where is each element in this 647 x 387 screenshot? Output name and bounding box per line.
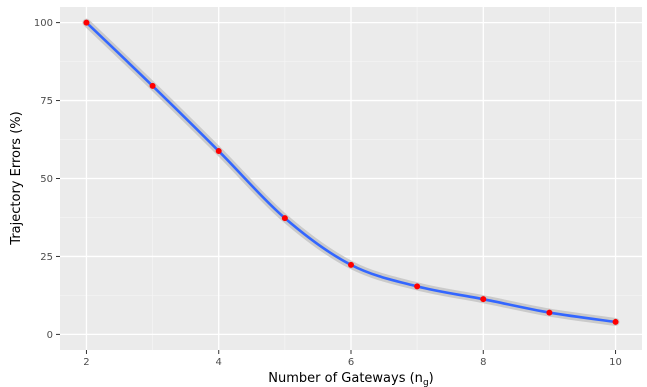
data-point [149, 82, 156, 89]
x-tick-label: 4 [216, 357, 222, 368]
series-line [85, 21, 617, 324]
y-tick-label: 50 [40, 174, 53, 185]
data-point [83, 19, 90, 26]
y-tick-label: 100 [34, 18, 53, 29]
x-axis-title: Number of Gateways (ng) [268, 371, 433, 387]
data-point [612, 318, 619, 325]
series-lines [85, 21, 617, 324]
x-tick-label: 6 [348, 357, 354, 368]
data-point [480, 296, 487, 303]
y-tick-label: 25 [40, 252, 53, 263]
data-point [215, 148, 222, 155]
y-axis-ticks: 0 25 50 75 100 [34, 18, 60, 341]
data-point [281, 215, 288, 222]
y-axis-title: Trajectory Errors (%) [9, 111, 24, 245]
x-tick-label: 2 [83, 357, 89, 368]
y-tick-label: 75 [40, 96, 53, 107]
x-tick-label: 8 [480, 357, 486, 368]
data-points [83, 19, 619, 325]
y-tick-label: 0 [47, 330, 53, 341]
x-tick-label: 10 [609, 357, 622, 368]
x-axis-ticks: 2 4 6 8 10 [83, 350, 622, 368]
grid [60, 7, 642, 350]
data-point [546, 309, 553, 316]
data-point [348, 261, 354, 268]
data-point [414, 283, 421, 290]
